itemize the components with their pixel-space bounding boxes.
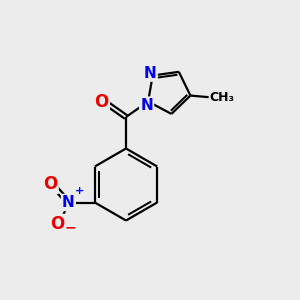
Text: O: O [94,93,109,111]
Text: CH₃: CH₃ [210,91,235,104]
Text: −: − [64,220,76,234]
Text: N: N [140,98,153,112]
Text: O: O [50,215,65,233]
Text: O: O [43,175,58,193]
Text: N: N [144,66,157,81]
Text: N: N [62,195,75,210]
Text: +: + [75,186,84,196]
